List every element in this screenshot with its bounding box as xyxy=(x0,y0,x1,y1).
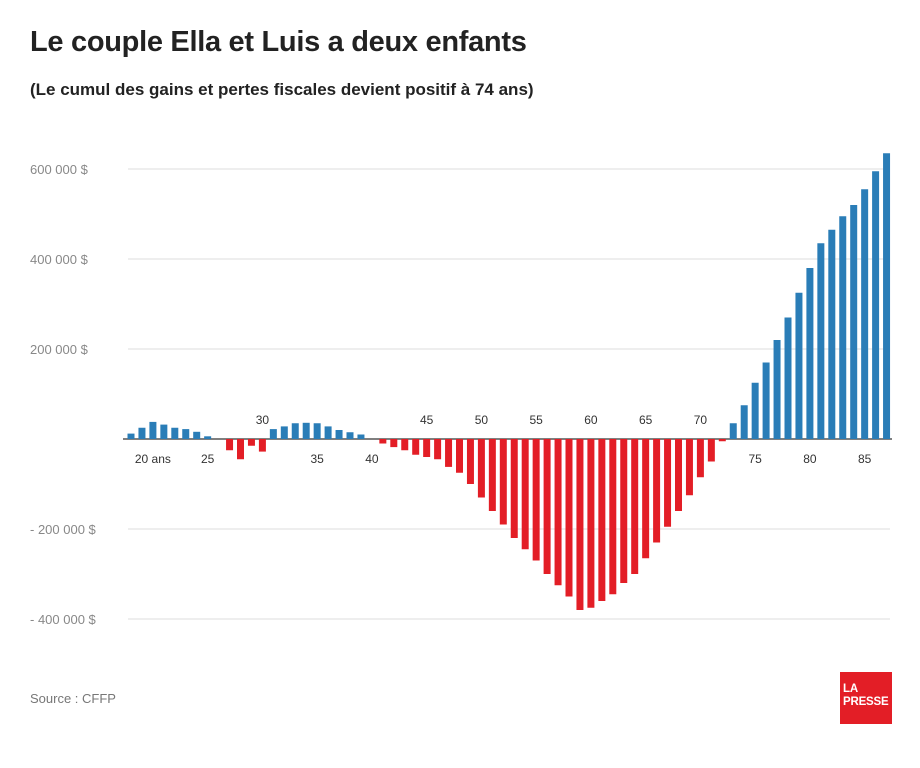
x-axis-labels: 20 ans 25 30 35 40 45 50 55 60 65 70 75 80 85 xyxy=(135,413,872,466)
bar xyxy=(729,423,737,439)
bar xyxy=(642,439,650,559)
bar xyxy=(269,429,277,439)
x-tick-label: 20 ans xyxy=(135,452,171,466)
x-tick-label: 80 xyxy=(803,452,817,466)
x-tick-label: 85 xyxy=(858,452,872,466)
bar xyxy=(390,439,398,448)
bar xyxy=(817,243,825,439)
x-tick-label: 25 xyxy=(201,452,215,466)
bar xyxy=(609,439,617,595)
logo-line-2: PRESSE xyxy=(843,696,889,708)
bar xyxy=(762,362,770,439)
bar xyxy=(565,439,573,597)
bar xyxy=(532,439,540,561)
bar xyxy=(598,439,606,601)
bar xyxy=(127,433,135,439)
bar xyxy=(664,439,672,527)
x-tick-label: 55 xyxy=(529,413,543,427)
bar xyxy=(193,431,201,439)
bar xyxy=(696,439,704,478)
bars xyxy=(127,153,891,610)
bar xyxy=(138,427,146,439)
bar xyxy=(751,382,759,439)
bar xyxy=(237,439,244,460)
bar xyxy=(631,439,639,574)
bar xyxy=(160,424,168,439)
y-tick-label: - 200 000 $ xyxy=(30,522,97,537)
bar xyxy=(850,205,858,439)
bar xyxy=(466,439,474,484)
bar xyxy=(795,292,803,439)
bar xyxy=(423,439,431,457)
x-tick-label: 60 xyxy=(584,413,598,427)
bar xyxy=(587,439,595,608)
y-tick-label: - 400 000 $ xyxy=(30,612,97,627)
bar xyxy=(247,439,255,446)
chart-subtitle: (Le cumul des gains et pertes fiscales d… xyxy=(30,80,534,99)
bar xyxy=(313,423,321,439)
bar xyxy=(434,439,442,460)
bar xyxy=(346,432,354,439)
bar xyxy=(839,216,847,439)
bar xyxy=(258,439,266,452)
la-presse-logo: LA PRESSE xyxy=(840,672,892,724)
bar xyxy=(685,439,693,496)
bar xyxy=(784,317,792,439)
x-tick-label: 45 xyxy=(420,413,434,427)
bar xyxy=(204,436,212,439)
bar xyxy=(554,439,562,586)
bar xyxy=(675,439,682,511)
bar xyxy=(291,423,299,439)
x-tick-label: 30 xyxy=(256,413,270,427)
bar xyxy=(379,439,387,444)
x-tick-label: 70 xyxy=(694,413,708,427)
bar xyxy=(302,422,310,439)
source-note: Source : CFFP xyxy=(30,691,116,706)
bar xyxy=(335,430,343,439)
bar xyxy=(445,439,453,467)
bar xyxy=(357,434,365,439)
bar xyxy=(226,439,234,451)
bar xyxy=(883,153,891,439)
bar xyxy=(707,439,715,462)
x-tick-label: 75 xyxy=(748,452,762,466)
bar xyxy=(861,189,869,439)
bar xyxy=(510,439,518,538)
chart-title: Le couple Ella et Luis a deux enfants xyxy=(30,26,527,58)
bar xyxy=(576,439,584,610)
bar xyxy=(149,421,157,439)
bar xyxy=(620,439,628,583)
bar xyxy=(182,429,190,439)
y-axis-labels: 600 000 $ 400 000 $ 200 000 $ - 200 000 $ - … xyxy=(30,162,97,627)
x-tick-label: 65 xyxy=(639,413,653,427)
bar xyxy=(324,426,332,439)
logo-line-1: LA xyxy=(843,683,858,695)
bar xyxy=(477,439,485,498)
y-tick-label: 600 000 $ xyxy=(30,162,89,177)
x-tick-label: 35 xyxy=(310,452,324,466)
bar xyxy=(499,439,507,525)
bar xyxy=(740,405,748,439)
bar xyxy=(872,171,880,439)
bar xyxy=(543,439,551,574)
bar xyxy=(828,229,836,439)
bar xyxy=(488,439,496,511)
bar xyxy=(653,439,661,543)
bar xyxy=(718,439,726,442)
bar xyxy=(456,439,463,473)
bar xyxy=(280,426,288,439)
bar xyxy=(806,268,814,439)
x-tick-label: 50 xyxy=(475,413,489,427)
y-tick-label: 400 000 $ xyxy=(30,252,89,267)
y-tick-label: 200 000 $ xyxy=(30,342,89,357)
bar xyxy=(521,439,529,550)
bar xyxy=(412,439,420,455)
bar xyxy=(773,340,781,439)
x-tick-label: 40 xyxy=(365,452,379,466)
bar xyxy=(401,439,409,451)
bar xyxy=(171,427,179,439)
